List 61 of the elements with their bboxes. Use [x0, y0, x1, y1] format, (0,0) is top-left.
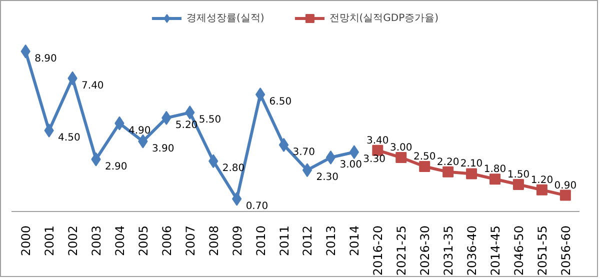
point — [396, 152, 407, 164]
point — [536, 184, 548, 196]
point — [466, 168, 478, 180]
data-label: 2.30 — [316, 172, 338, 184]
data-label: 2.20 — [436, 156, 460, 168]
x-tick-label: 2004 — [112, 225, 127, 256]
x-tick-label: 2001 — [42, 225, 57, 256]
data-label: 2.50 — [413, 152, 436, 163]
point — [512, 179, 524, 190]
data-label: 3.30 — [363, 154, 386, 166]
data-label: 1.20 — [530, 174, 554, 186]
data-label: 3.00 — [340, 160, 362, 171]
x-tick-label: 2002 — [66, 225, 80, 256]
data-label: 3.40 — [366, 135, 389, 146]
data-label: 0.90 — [554, 180, 577, 192]
data-label: 2.10 — [460, 158, 483, 170]
data-label: 1.80 — [484, 164, 506, 176]
point — [255, 88, 266, 102]
x-tick-label: 2026-30 — [418, 226, 432, 276]
point — [442, 166, 454, 178]
point — [490, 174, 501, 185]
data-label: 3.00 — [390, 142, 412, 154]
data-label: 3.90 — [152, 143, 174, 154]
x-tick-label: 2009 — [230, 225, 244, 256]
point — [326, 150, 336, 165]
x-tick-label: 2036-40 — [465, 226, 480, 276]
legend-label: 경제성장률(실적) — [186, 12, 264, 25]
data-label: 0.70 — [246, 200, 268, 212]
data-label: 8.90 — [34, 53, 57, 64]
x-tick-label: 2012 — [300, 225, 315, 256]
legend-label: 전망치(실적GDP증가율) — [329, 12, 439, 25]
point — [302, 163, 312, 178]
data-label: 2.90 — [104, 161, 128, 172]
x-tick-label: 2046-50 — [512, 226, 526, 276]
data-label: 1.50 — [507, 170, 530, 181]
x-tick-label: 2010 — [254, 225, 268, 256]
x-tick-label: 2051-55 — [535, 226, 550, 276]
x-tick-label: 2003 — [89, 225, 104, 256]
x-tick-label: 2031-35 — [442, 226, 456, 276]
x-tick-label: 2016-20 — [371, 226, 386, 276]
x-tick-label: 2013 — [324, 225, 338, 256]
x-tick-label: 2014-45 — [488, 226, 503, 276]
x-tick-label: 2000 — [19, 225, 34, 256]
x-tick-label: 2011 — [277, 225, 292, 256]
point — [349, 145, 360, 160]
x-tick-label: 2021-25 — [394, 226, 409, 276]
x-tick-label: 2014 — [348, 225, 362, 256]
x-tick-label: 2006 — [160, 225, 174, 256]
data-label: 5.50 — [198, 114, 222, 126]
point — [560, 190, 571, 201]
data-label: 3.70 — [292, 146, 316, 158]
data-label: 7.40 — [82, 80, 104, 92]
x-tick-label: 2005 — [136, 225, 150, 256]
point — [419, 161, 430, 172]
data-label: 6.50 — [269, 96, 292, 108]
x-tick-label: 2007 — [183, 225, 198, 256]
point — [232, 192, 242, 206]
x-tick-label: 2056-60 — [558, 226, 573, 276]
point — [278, 138, 289, 152]
data-label: 4.50 — [58, 132, 80, 144]
x-tick-label: 2008 — [206, 225, 221, 256]
